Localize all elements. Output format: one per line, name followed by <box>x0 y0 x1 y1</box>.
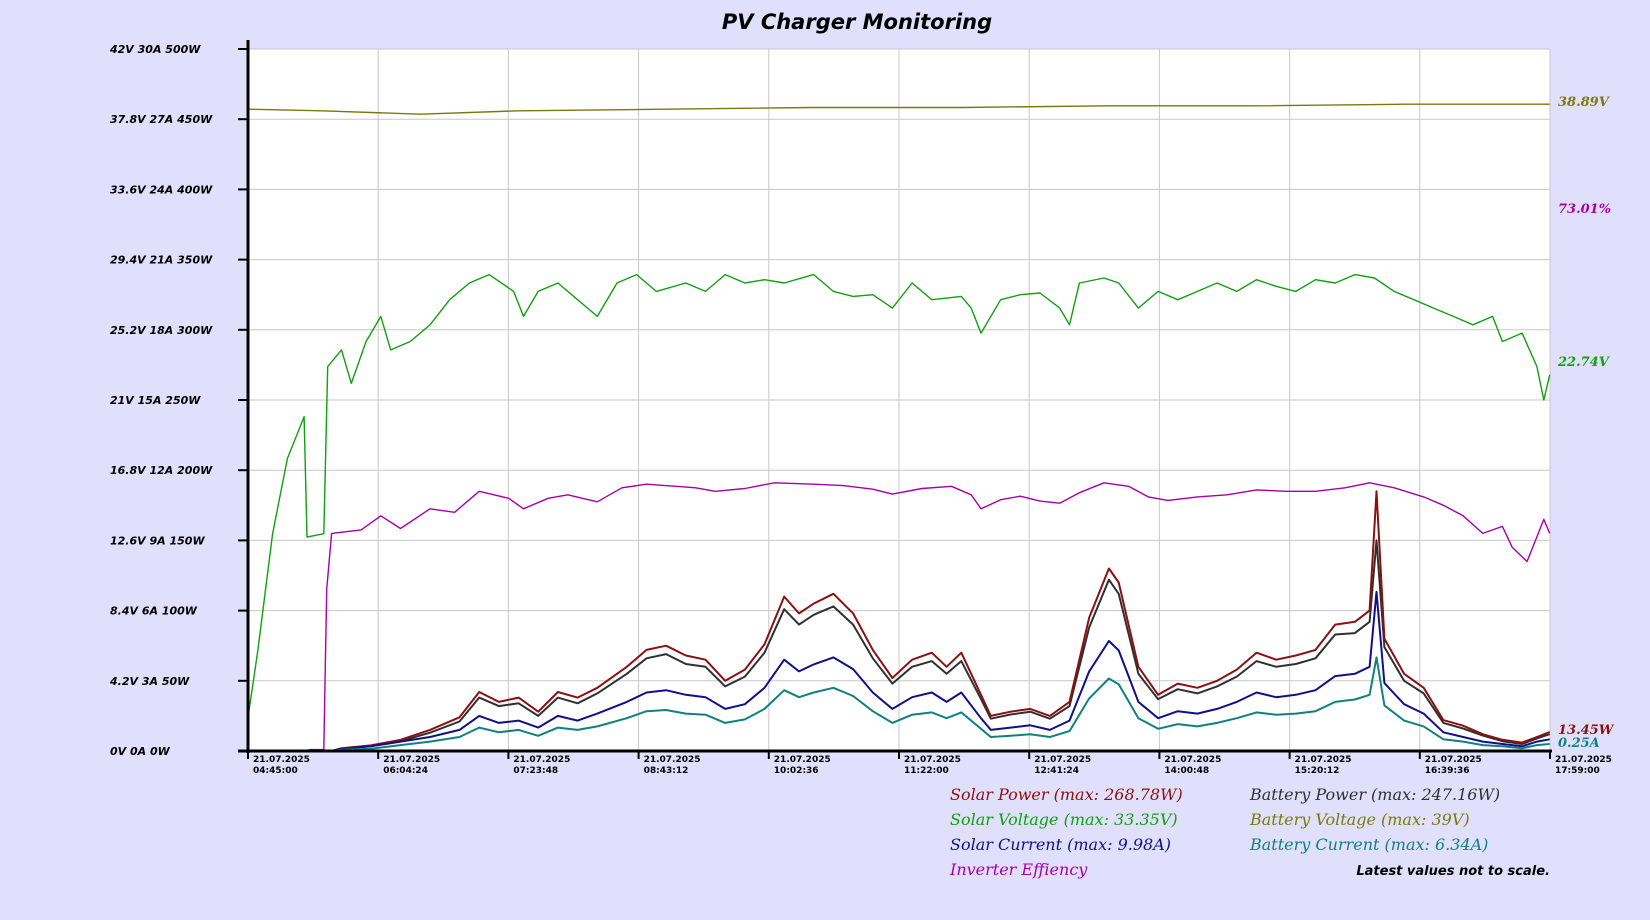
y-tick-label: 12.6V 9A 150W <box>110 534 205 547</box>
x-tick-time: 08:43:12 <box>644 766 689 776</box>
x-tick-date: 21.07.2025 <box>774 755 831 765</box>
x-tick-time: 06:04:24 <box>383 766 428 776</box>
x-tick-time: 16:39:36 <box>1425 766 1470 776</box>
x-tick-date: 21.07.2025 <box>904 755 961 765</box>
legend-entry: Battery Current (max: 6.34A) <box>1249 835 1488 854</box>
legend-entry: Battery Power (max: 247.16W) <box>1249 785 1500 804</box>
y-tick-label: 37.8V 27A 450W <box>110 113 213 126</box>
end-label: 13.45W <box>1558 723 1615 738</box>
x-tick-time: 07:23:48 <box>513 766 558 776</box>
x-tick-date: 21.07.2025 <box>1034 755 1091 765</box>
series-line-battery-power <box>248 539 1551 752</box>
x-tick-time: 15:20:12 <box>1295 766 1340 776</box>
y-tick-label: 0V 0A 0W <box>110 745 171 758</box>
x-tick-date: 21.07.2025 <box>1425 755 1482 765</box>
chart-title: PV Charger Monitoring <box>722 10 992 34</box>
x-tick-time: 04:45:00 <box>253 766 298 776</box>
legend-entry: Solar Power (max: 268.78W) <box>950 785 1183 804</box>
y-tick-label: 4.2V 3A 50W <box>109 675 190 688</box>
end-label: 73.01% <box>1558 202 1611 217</box>
series-line-solar-power <box>248 490 1551 752</box>
end-label: 0.25A <box>1558 736 1600 751</box>
y-tick-label: 8.4V 6A 100W <box>110 605 198 618</box>
x-tick-date: 21.07.2025 <box>513 755 570 765</box>
x-tick-time: 17:59:00 <box>1555 766 1600 776</box>
legend-entry: Battery Voltage (max: 39V) <box>1249 810 1470 829</box>
y-tick-label: 25.2V 18A 300W <box>110 324 213 337</box>
y-tick-label: 42V 30A 500W <box>109 43 201 56</box>
series-line-battery-voltage <box>247 103 1550 115</box>
x-tick-time: 14:00:48 <box>1164 766 1209 776</box>
legend-entry: Inverter Effiency <box>949 860 1088 879</box>
legend-entry: Solar Voltage (max: 33.35V) <box>950 810 1178 829</box>
x-tick-time: 11:22:00 <box>904 766 949 776</box>
y-tick-label: 29.4V 21A 350W <box>110 254 213 267</box>
x-tick-time: 10:02:36 <box>774 766 819 776</box>
series-line-solar-current <box>248 590 1550 752</box>
x-tick-date: 21.07.2025 <box>1555 755 1612 765</box>
end-label: 22.74V <box>1557 355 1611 370</box>
y-tick-label: 33.6V 24A 400W <box>110 183 213 196</box>
x-tick-date: 21.07.2025 <box>253 755 310 765</box>
series-line-inverter-effiency <box>248 482 1551 752</box>
series-line-battery-current <box>248 656 1550 752</box>
scale-note: Latest values not to scale. <box>1356 864 1550 879</box>
end-label: 38.89V <box>1558 95 1611 110</box>
legend-entry: Solar Current (max: 9.98A) <box>950 835 1171 854</box>
x-tick-date: 21.07.2025 <box>383 755 440 765</box>
x-tick-date: 21.07.2025 <box>644 755 701 765</box>
y-tick-label: 21V 15A 250W <box>110 394 201 407</box>
x-tick-time: 12:41:24 <box>1034 766 1079 776</box>
x-tick-date: 21.07.2025 <box>1295 755 1352 765</box>
y-tick-label: 16.8V 12A 200W <box>110 464 213 477</box>
series-line-solar-voltage <box>247 273 1551 718</box>
x-tick-date: 21.07.2025 <box>1164 755 1221 765</box>
